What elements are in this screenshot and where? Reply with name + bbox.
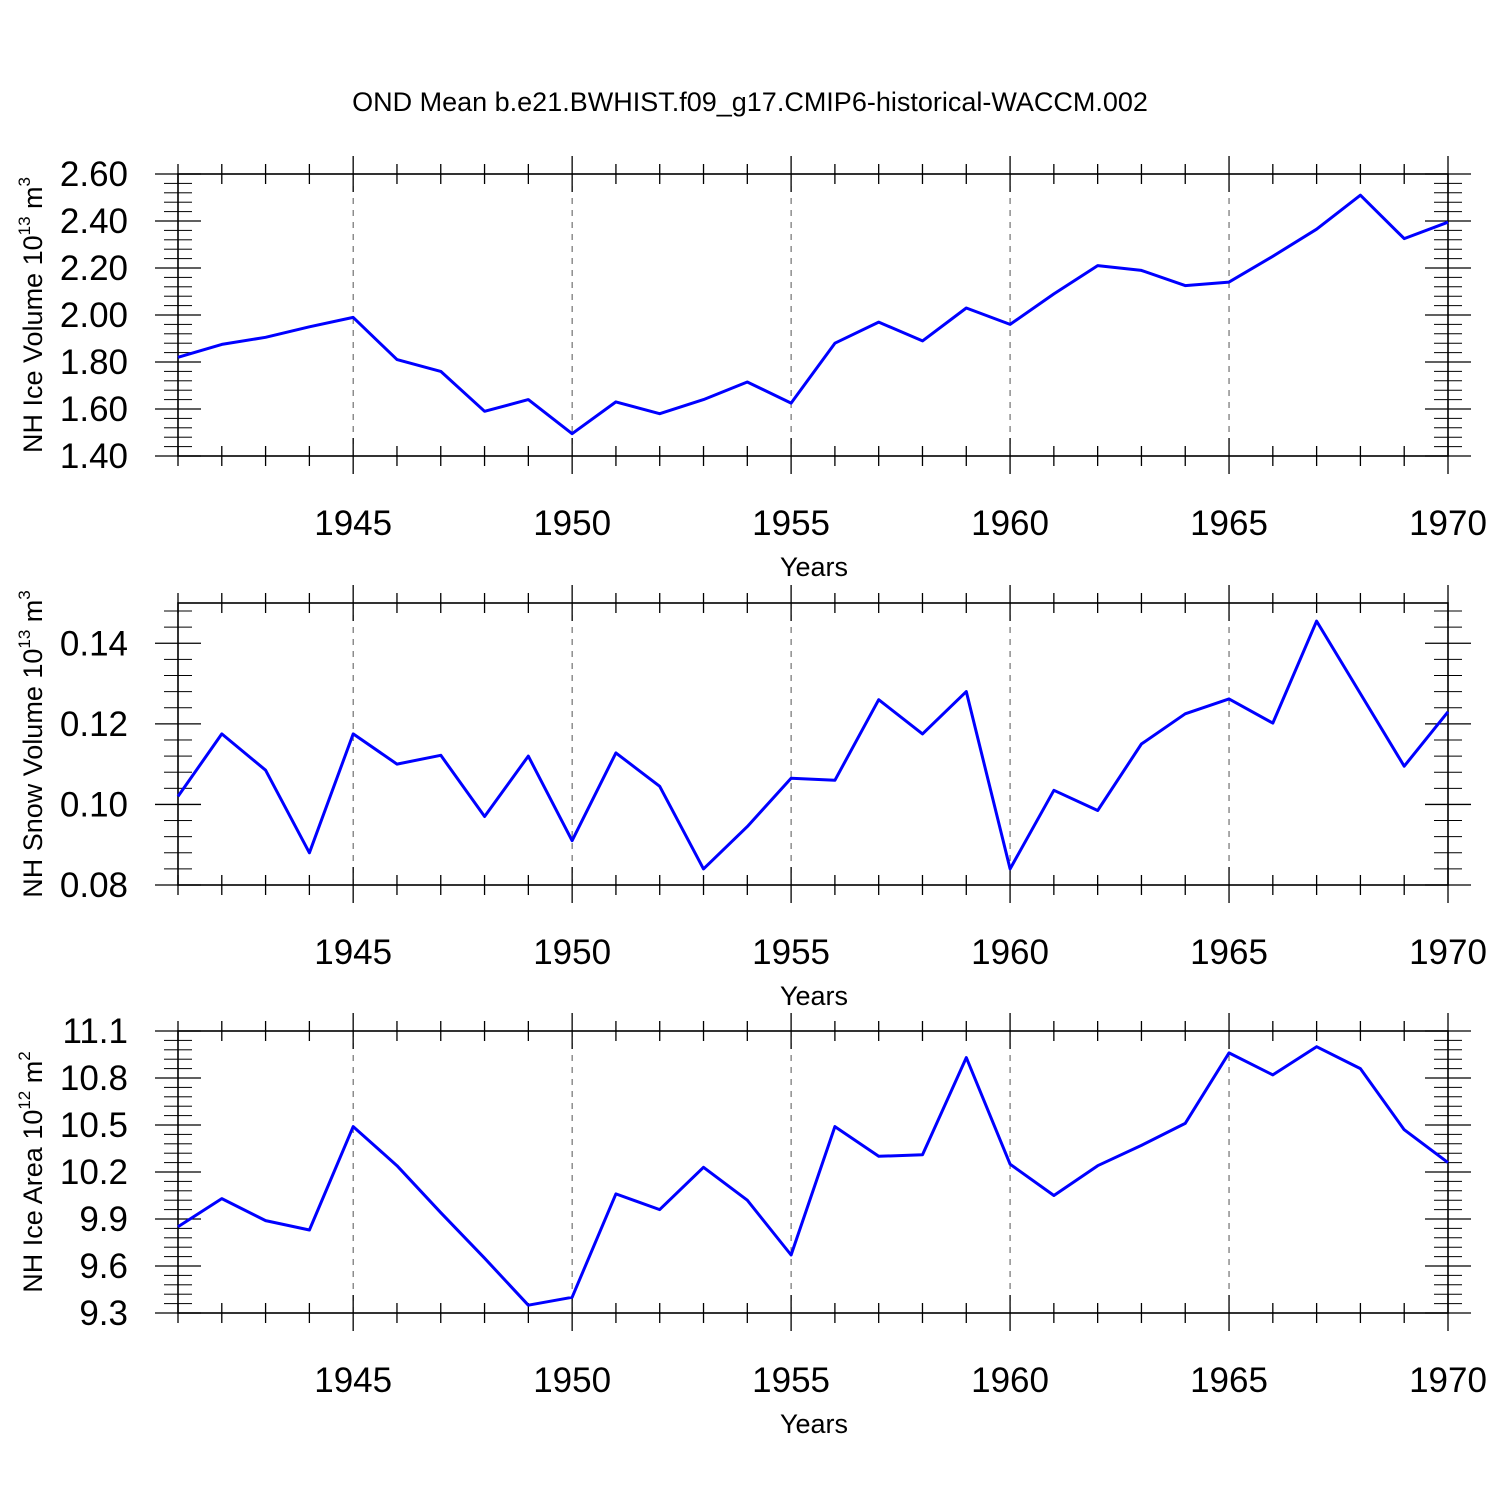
x-tick-label: 1950 (533, 1361, 611, 1400)
y-tick-label: 11.1 (62, 1012, 128, 1051)
y-axis-label-unit: m (18, 1061, 48, 1091)
y-tick-label: 10.5 (60, 1106, 128, 1145)
y-axis-label: NH Ice Area 1012 m2 (15, 1051, 48, 1292)
x-tick-label: 1960 (971, 1361, 1049, 1400)
x-tick-label: 1965 (1190, 933, 1268, 972)
y-axis-label-unit-exponent: 2 (15, 1051, 34, 1060)
y-tick-label: 0.14 (60, 624, 128, 663)
panel-2: 0.08 0.10 0.12 0.14 1945 1950 1955 1960 1965 1970… (15, 585, 1487, 1011)
x-tick-label: 1970 (1409, 504, 1487, 543)
x-tick-label: 1950 (533, 504, 611, 543)
y-tick-label: 1.60 (60, 390, 128, 429)
y-axis-label-text: NH Ice Volume 10 (18, 235, 48, 453)
y-axis-label-exponent: 12 (15, 1091, 34, 1110)
x-tick-label: 1970 (1409, 933, 1487, 972)
x-tick-label: 1965 (1190, 1361, 1268, 1400)
x-tick-label: 1955 (752, 1361, 830, 1400)
x-tick-label: 1950 (533, 933, 611, 972)
x-axis-label: Years (780, 1409, 848, 1439)
y-axis-label-exponent: 13 (15, 630, 34, 649)
x-tick-label: 1965 (1190, 504, 1268, 543)
y-tick-label: 0.12 (60, 705, 128, 744)
x-tick-label: 1955 (752, 504, 830, 543)
x-tick-label: 1970 (1409, 1361, 1487, 1400)
y-tick-label: 9.6 (79, 1247, 128, 1286)
y-axis-label-text: NH Snow Volume 10 (18, 649, 48, 898)
panels: 1.40 1.60 1.80 2.00 2.20 2.40 2.60 1945 1950 1955… (15, 155, 1487, 1439)
figure-title: OND Mean b.e21.BWHIST.f09_g17.CMIP6-hist… (352, 87, 1148, 117)
y-tick-label: 2.20 (60, 249, 128, 288)
y-tick-label: 2.40 (60, 202, 128, 241)
y-tick-label: 0.08 (60, 866, 128, 905)
x-tick-label: 1945 (314, 933, 392, 972)
series-line (177, 1045, 1449, 1307)
y-tick-label: 0.10 (60, 785, 128, 824)
y-axis-label: NH Ice Volume 1013 m3 (15, 177, 48, 453)
plot-frame (177, 173, 1449, 457)
panel-3: 9.3 9.6 9.9 10.2 10.5 10.8 11.1 1945 1950 1955 196… (15, 1012, 1487, 1439)
y-tick-label: 1.80 (60, 343, 128, 382)
y-axis-label-exponent: 13 (15, 216, 34, 235)
y-axis-label-unit-exponent: 3 (15, 590, 34, 599)
y-tick-label: 10.2 (60, 1153, 128, 1192)
y-tick-label: 10.8 (60, 1059, 128, 1098)
panel-1: 1.40 1.60 1.80 2.00 2.20 2.40 2.60 1945 1950 1955… (15, 155, 1487, 582)
series-line (176, 619, 1450, 871)
y-axis-label-unit: m (18, 186, 48, 216)
x-tick-label: 1945 (314, 1361, 392, 1400)
y-tick-label: 2.00 (60, 296, 128, 335)
y-axis-label-unit-exponent: 3 (15, 177, 34, 186)
y-tick-label: 1.40 (60, 437, 128, 476)
series-line (177, 193, 1449, 436)
x-axis-label: Years (780, 552, 848, 582)
x-tick-label: 1945 (314, 504, 392, 543)
x-tick-label: 1960 (971, 933, 1049, 972)
y-axis-label: NH Snow Volume 1013 m3 (15, 590, 48, 898)
y-tick-label: 2.60 (60, 155, 128, 194)
y-tick-label: 9.3 (79, 1294, 128, 1333)
y-tick-label: 9.9 (79, 1200, 128, 1239)
y-axis-label-text: NH Ice Area 10 (18, 1110, 48, 1293)
plot-frame (177, 602, 1449, 886)
x-axis-label: Years (780, 981, 848, 1011)
x-tick-label: 1960 (971, 504, 1049, 543)
x-tick-label: 1955 (752, 933, 830, 972)
plot-frame (177, 1030, 1449, 1314)
y-axis-label-unit: m (18, 600, 48, 630)
